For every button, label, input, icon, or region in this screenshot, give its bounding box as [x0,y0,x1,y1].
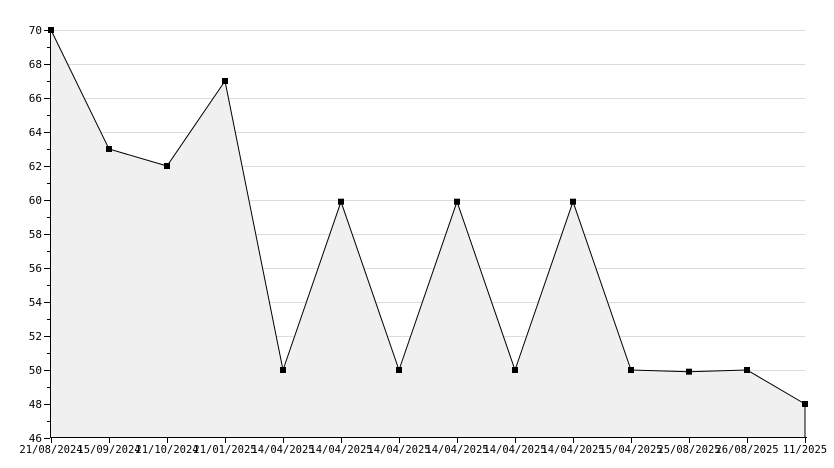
y-tick-label: 64 [29,126,43,139]
y-tick-label: 50 [29,364,42,377]
y-tick-label: 56 [29,262,42,275]
x-tick-label: 14/04/2025 [309,444,372,456]
x-tick-label: 11/2025 [783,444,827,456]
y-tick-label: 70 [29,24,42,37]
y-tick-label: 48 [29,398,42,411]
y-tick-label: 60 [29,194,42,207]
y-tick-label: 62 [29,160,42,173]
data-point-marker [744,367,750,373]
x-tick-label: 21/01/2025 [193,444,256,456]
x-tick-label: 26/08/2025 [715,444,778,456]
y-tick-label: 58 [29,228,42,241]
x-tick-label: 14/04/2025 [483,444,546,456]
data-point-marker [686,368,692,375]
x-tick-label: 21/10/2024 [135,444,198,456]
data-point-marker [570,198,576,205]
x-tick-label: 15/09/2024 [77,444,140,456]
data-point-marker [106,146,112,152]
data-point-marker [802,401,808,407]
y-tick-label: 52 [29,330,42,343]
area-fill [51,30,805,438]
data-point-marker [628,367,634,373]
data-point-marker [280,367,286,373]
x-tick-label: 14/04/2025 [425,444,488,456]
y-tick-label: 68 [29,58,42,71]
y-tick-label: 46 [29,432,42,445]
y-tick-label: 54 [29,296,43,309]
data-point-marker [338,198,344,205]
y-tick-label: 66 [29,92,42,105]
x-tick-label: 25/08/2025 [657,444,720,456]
x-tick-label: 14/04/2025 [367,444,430,456]
x-tick-label: 14/04/2025 [251,444,314,456]
x-tick-label: 14/04/2025 [541,444,604,456]
data-point-marker [164,163,170,169]
x-tick-label: 21/08/2024 [19,444,82,456]
data-point-marker [396,367,402,373]
data-point-marker [222,78,228,84]
data-point-marker [512,367,518,373]
data-point-marker [454,198,460,205]
x-tick-label: 15/04/2025 [599,444,662,456]
